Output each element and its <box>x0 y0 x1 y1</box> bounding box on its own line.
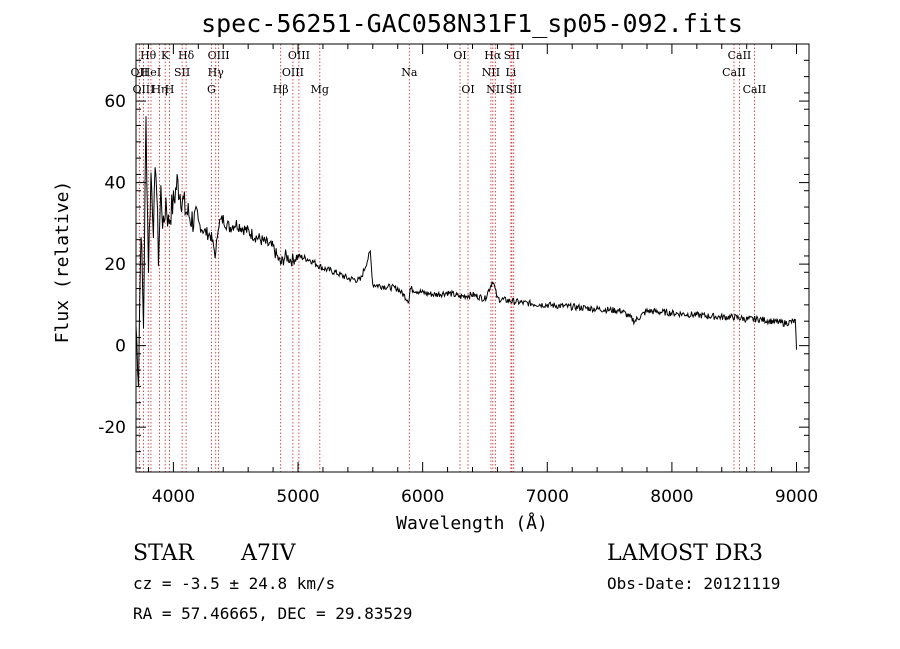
object-class: STAR <box>133 541 195 566</box>
y-tick-label: 60 <box>104 92 126 112</box>
x-tick-label: 7000 <box>526 487 569 507</box>
y-tick-label: 20 <box>104 255 126 275</box>
spectral-line-label: Hβ <box>273 83 289 96</box>
spectral-line-label: Mg <box>311 83 329 96</box>
spectral-line-label: OIII <box>288 49 310 62</box>
spectral-line-label: CaII <box>722 66 746 79</box>
spectral-line-label: SII <box>506 83 522 96</box>
spectral-line-label: NII <box>486 83 504 96</box>
observation-date: Obs-Date: 20121119 <box>607 574 780 593</box>
y-tick-label: 40 <box>104 174 126 194</box>
chart-title: spec-56251-GAC058N31F1_sp05-092.fits <box>201 9 743 38</box>
x-axis-label: Wavelength (Å) <box>396 512 548 534</box>
plot-frame <box>135 43 810 473</box>
plot-area <box>135 116 797 387</box>
x-tick-label: 8000 <box>650 487 693 507</box>
x-tick-label: 9000 <box>775 487 818 507</box>
y-tick-label: -20 <box>98 418 126 438</box>
spectral-line-label: CaII <box>728 49 752 62</box>
y-tick-label: 0 <box>115 337 126 357</box>
spectral-line-label: OIII <box>208 49 230 62</box>
spectral-line-label: SII <box>174 66 190 79</box>
object-subclass: A7IV <box>240 541 297 566</box>
x-tick-label: 4000 <box>152 487 195 507</box>
spectral-line-label: G <box>207 83 216 96</box>
coordinates: RA = 57.46665, DEC = 29.83529 <box>133 604 412 623</box>
spectral-line-label: OI <box>453 49 466 62</box>
y-axis-label: Flux (relative) <box>52 181 73 344</box>
spectral-line-label: Hδ <box>178 49 195 62</box>
x-tick-label: 6000 <box>401 487 444 507</box>
spectral-line-label: OIII <box>282 66 304 79</box>
spectral-line-label: CaII <box>743 83 767 96</box>
spectrum-line <box>135 116 797 387</box>
spectral-line-label: SII <box>504 49 520 62</box>
survey-name: LAMOST DR3 <box>607 541 763 566</box>
spectral-line-label: Hη <box>151 83 167 96</box>
spectral-line-label: Hα <box>484 49 502 62</box>
spectral-line-label: Hγ <box>208 66 225 79</box>
spectral-line-label: H <box>165 83 175 96</box>
spectral-line-label: Na <box>401 66 418 79</box>
spectral-line-label: Li <box>505 66 516 79</box>
spectral-line-label: K <box>161 49 170 62</box>
spectral-line-label: Hθ <box>140 49 157 62</box>
x-tick-label: 5000 <box>276 487 319 507</box>
axes: 4000 5000 6000 7000 8000 9000 -20 0 20 40 60 <box>98 43 818 507</box>
spectral-line-label: HeI <box>141 66 161 79</box>
redshift-velocity: cz = -3.5 ± 24.8 km/s <box>133 574 335 593</box>
spectral-line-label: OI <box>461 83 474 96</box>
spectral-line-label: NII <box>482 66 500 79</box>
